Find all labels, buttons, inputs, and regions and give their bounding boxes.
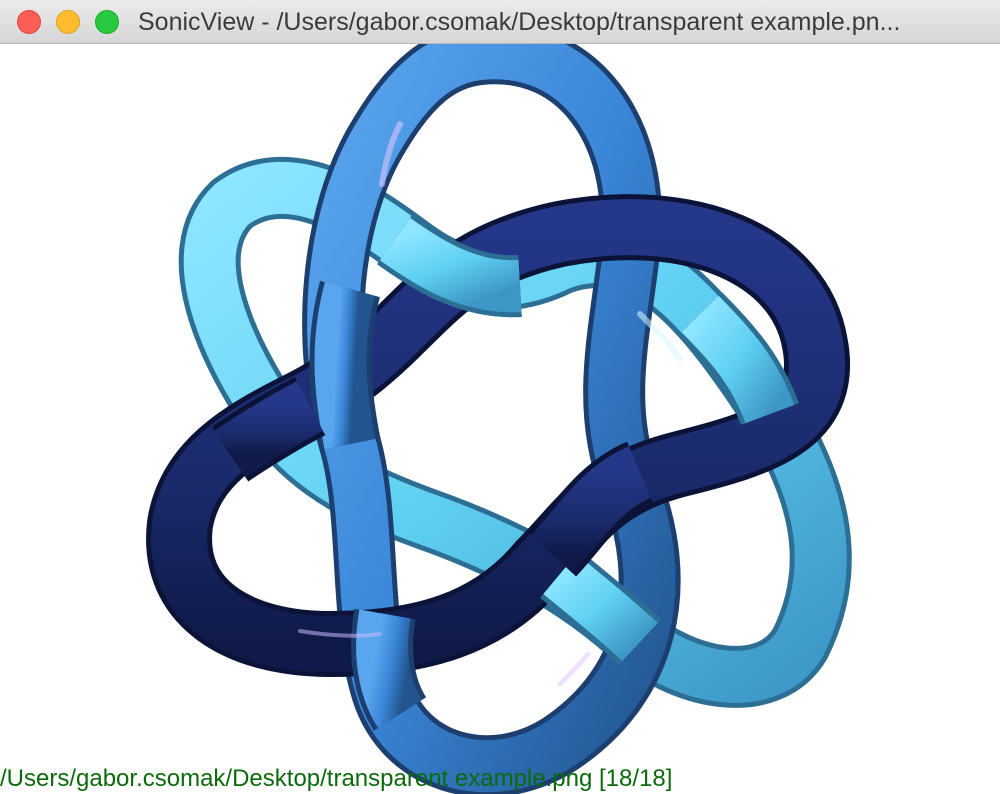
knot-highlights bbox=[298, 121, 683, 687]
image-canvas[interactable] bbox=[0, 44, 1000, 794]
close-icon[interactable] bbox=[17, 10, 41, 34]
knot-strand-light-over bbox=[376, 213, 800, 665]
minimize-icon[interactable] bbox=[56, 10, 80, 34]
window-title: SonicView - /Users/gabor.csomak/Desktop/… bbox=[138, 8, 901, 36]
zoom-icon[interactable] bbox=[95, 10, 119, 34]
title-bar[interactable]: SonicView - /Users/gabor.csomak/Desktop/… bbox=[0, 0, 1000, 44]
knot-strand-dark-over bbox=[211, 376, 655, 577]
knot-image bbox=[146, 44, 852, 794]
knot-strand-medium-over bbox=[309, 280, 427, 731]
status-path-text: /Users/gabor.csomak/Desktop/transparent … bbox=[0, 765, 673, 792]
